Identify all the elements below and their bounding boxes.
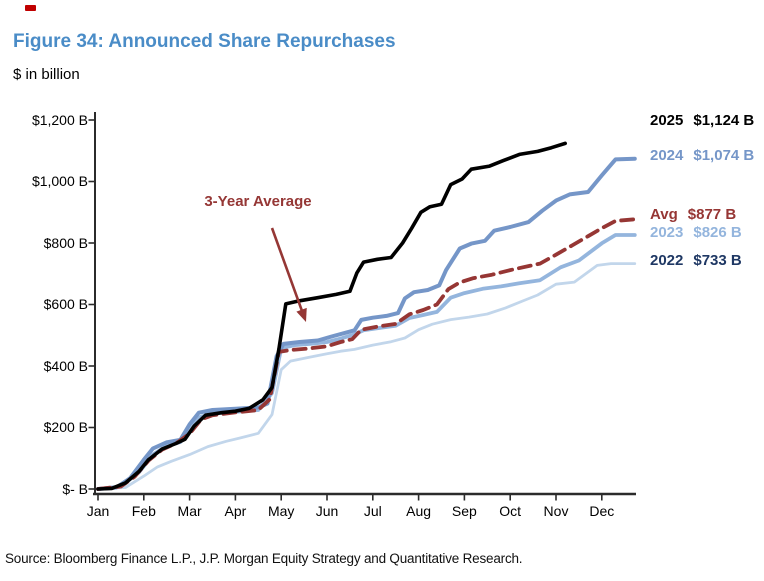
legend-item-2023: 2023 $826 B (650, 224, 742, 241)
x-axis-label: Jun (315, 503, 339, 519)
legend-amount: $826 B (693, 224, 742, 241)
x-axis-label: Dec (589, 503, 615, 519)
legend-amount: $877 B (687, 206, 737, 223)
x-axis-label: Feb (131, 503, 156, 519)
x-axis-label: Jul (363, 503, 382, 519)
annotation-3-year-average: 3-Year Average (204, 193, 312, 210)
legend-item-2025: 2025 $1,124 B (650, 112, 754, 129)
y-axis-label: $600 B (43, 296, 88, 312)
x-axis-label: May (267, 503, 295, 519)
y-axis-label: $1,000 B (31, 173, 88, 189)
legend-item-2022: 2022 $733 B (650, 252, 742, 269)
y-axis-label: $400 B (43, 357, 88, 374)
legend-year: 2023 (650, 224, 684, 241)
series-line-2022 (96, 262, 637, 491)
legend-year: 2024 (650, 147, 684, 164)
source-note: Source: Bloomberg Finance L.P., J.P. Mor… (5, 551, 523, 566)
x-axis-label: Oct (499, 503, 522, 519)
legend-amount: $1,074 B (693, 147, 755, 164)
x-axis-label: Jan (86, 503, 110, 519)
series-line-2024 (96, 156, 637, 491)
legend-item-2024: 2024 $1,074 B (650, 147, 754, 164)
figure-units-subtitle: $ in billion (13, 66, 80, 83)
x-axis-label: Sep (451, 503, 477, 519)
figure-title: Figure 34: Announced Share Repurchases (13, 31, 396, 52)
y-axis-label: $- B (62, 480, 88, 497)
legend-year: 2022 (650, 252, 684, 269)
y-axis-label: $800 B (43, 234, 88, 251)
y-axis-label: $1,200 B (31, 111, 88, 128)
x-axis-label: Nov (543, 503, 569, 519)
corner-marker (25, 5, 36, 11)
legend-amount: $733 B (693, 252, 742, 269)
legend-item-avg: Avg $877 B (650, 206, 736, 223)
x-axis-label: Mar (177, 503, 202, 519)
annotation-arrow-line (270, 227, 305, 314)
x-axis-label: Apr (224, 503, 247, 519)
legend-year: 2025 (650, 112, 684, 129)
annotation-arrowhead (296, 307, 307, 322)
legend-year: Avg (650, 206, 678, 223)
series-line-2025 (96, 141, 567, 491)
legend-amount: $1,124 B (693, 112, 755, 129)
y-axis-label: $200 B (43, 419, 88, 435)
x-axis-label: Aug (406, 503, 432, 519)
series-line-2023 (96, 233, 637, 491)
